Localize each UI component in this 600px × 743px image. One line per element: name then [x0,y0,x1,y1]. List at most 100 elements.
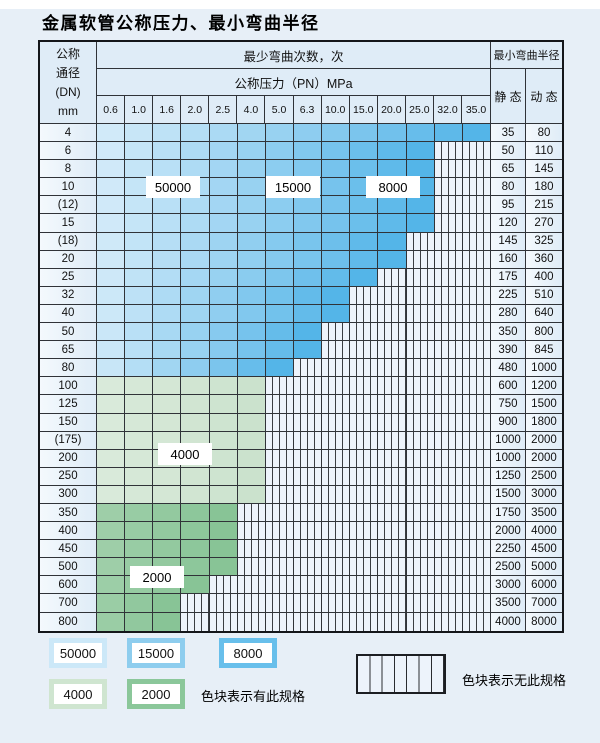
dn-cell: 4 [40,124,97,142]
spec-cell [153,214,182,232]
spec-cell [293,286,323,304]
spec-cell [293,323,323,341]
spec-cell [97,341,126,359]
spec-cell [209,395,238,413]
spec-cell [181,359,210,377]
no-spec-cell [462,612,491,631]
no-spec-cell [293,576,323,594]
spec-cell [97,232,126,250]
table-row: 150 900 1800 [40,413,562,432]
static-radius-cell: 120 [490,214,526,232]
spec-cell [181,304,210,323]
spec-cell [237,268,266,286]
no-spec-cell [462,503,491,522]
spec-cell [153,377,182,395]
spec-cell [209,286,238,304]
no-spec-cell [406,232,435,250]
hose-spec-table: 公称 通径 (DN) mm 最少弯曲次数，次 公称压力（PN）MPa 0.6 1.… [38,40,564,633]
no-spec-cell [462,485,491,503]
no-spec-cell [406,467,435,485]
dynamic-radius-cell: 360 [525,250,562,268]
no-spec-cell [406,359,435,377]
no-spec-cell [462,359,491,377]
spec-cell [209,449,238,467]
no-spec-cell [378,431,407,449]
spec-cell [125,485,154,503]
spec-cell [237,449,266,467]
table-row: 80 480 1000 [40,359,562,378]
no-spec-cell [322,612,351,631]
spec-cell [350,196,379,214]
pressure-tick: 10.0 [322,96,350,123]
spec-cell [97,576,126,594]
spec-cell [350,142,379,160]
no-spec-cell [378,503,407,522]
spec-cell [153,612,182,631]
spec-cell [181,413,210,431]
spec-cell [181,377,210,395]
spec-cell [153,196,182,214]
static-radius-cell: 95 [490,196,526,214]
table-row: (18) 145 325 [40,232,562,251]
static-radius-cell: 480 [490,359,526,377]
pressure-tick: 20.0 [378,96,406,123]
no-spec-cell [378,558,407,576]
no-spec-cell [434,594,463,612]
spec-cell [125,467,154,485]
spec-cell [125,268,154,286]
no-spec-cell [378,304,407,323]
dn-cell: 700 [40,594,97,612]
no-spec-cell [434,377,463,395]
no-spec-cell [265,612,294,631]
no-spec-cell [378,467,407,485]
dn-cell: 800 [40,612,97,631]
dn-cell: 50 [40,323,97,341]
spec-cell [237,413,266,431]
static-radius-cell: 1000 [490,449,526,467]
static-radius-cell: 225 [490,286,526,304]
pressure-tick: 4.0 [237,96,266,123]
no-spec-cell [237,594,266,612]
spec-cell [97,558,126,576]
no-spec-cell [406,576,435,594]
spec-cell [378,214,407,232]
dn-cell: 65 [40,341,97,359]
spec-cell [237,377,266,395]
spec-cell [125,160,154,178]
no-spec-cell [434,359,463,377]
spec-cell [237,395,266,413]
no-spec-cell [237,558,266,576]
no-spec-cell [293,431,323,449]
region-label-2000: 2000 [130,566,184,588]
spec-cell [406,214,435,232]
no-spec-cell [434,612,463,631]
spec-cell [322,286,351,304]
spec-cell [181,522,210,540]
spec-cell [265,304,294,323]
spec-cell [153,323,182,341]
spec-cell [237,250,266,268]
dynamic-radius-cell: 215 [525,196,562,214]
spec-cell [378,196,407,214]
no-spec-cell [462,467,491,485]
spec-cell [181,232,210,250]
spec-cell [350,160,379,178]
no-spec-cell [462,576,491,594]
no-spec-cell [265,594,294,612]
no-spec-cell [350,503,379,522]
pressure-tick: 15.0 [350,96,378,123]
static-radius-cell: 4000 [490,612,526,631]
spec-cell [237,142,266,160]
no-spec-cell [406,431,435,449]
no-spec-cell [322,576,351,594]
dn-cell: 300 [40,485,97,503]
spec-cell [97,160,126,178]
static-radius-cell: 1250 [490,467,526,485]
no-spec-cell [322,594,351,612]
no-spec-cell [434,268,463,286]
no-spec-cell [322,449,351,467]
table-row: 50 350 800 [40,323,562,342]
spec-cell [293,160,323,178]
spec-cell [153,540,182,558]
